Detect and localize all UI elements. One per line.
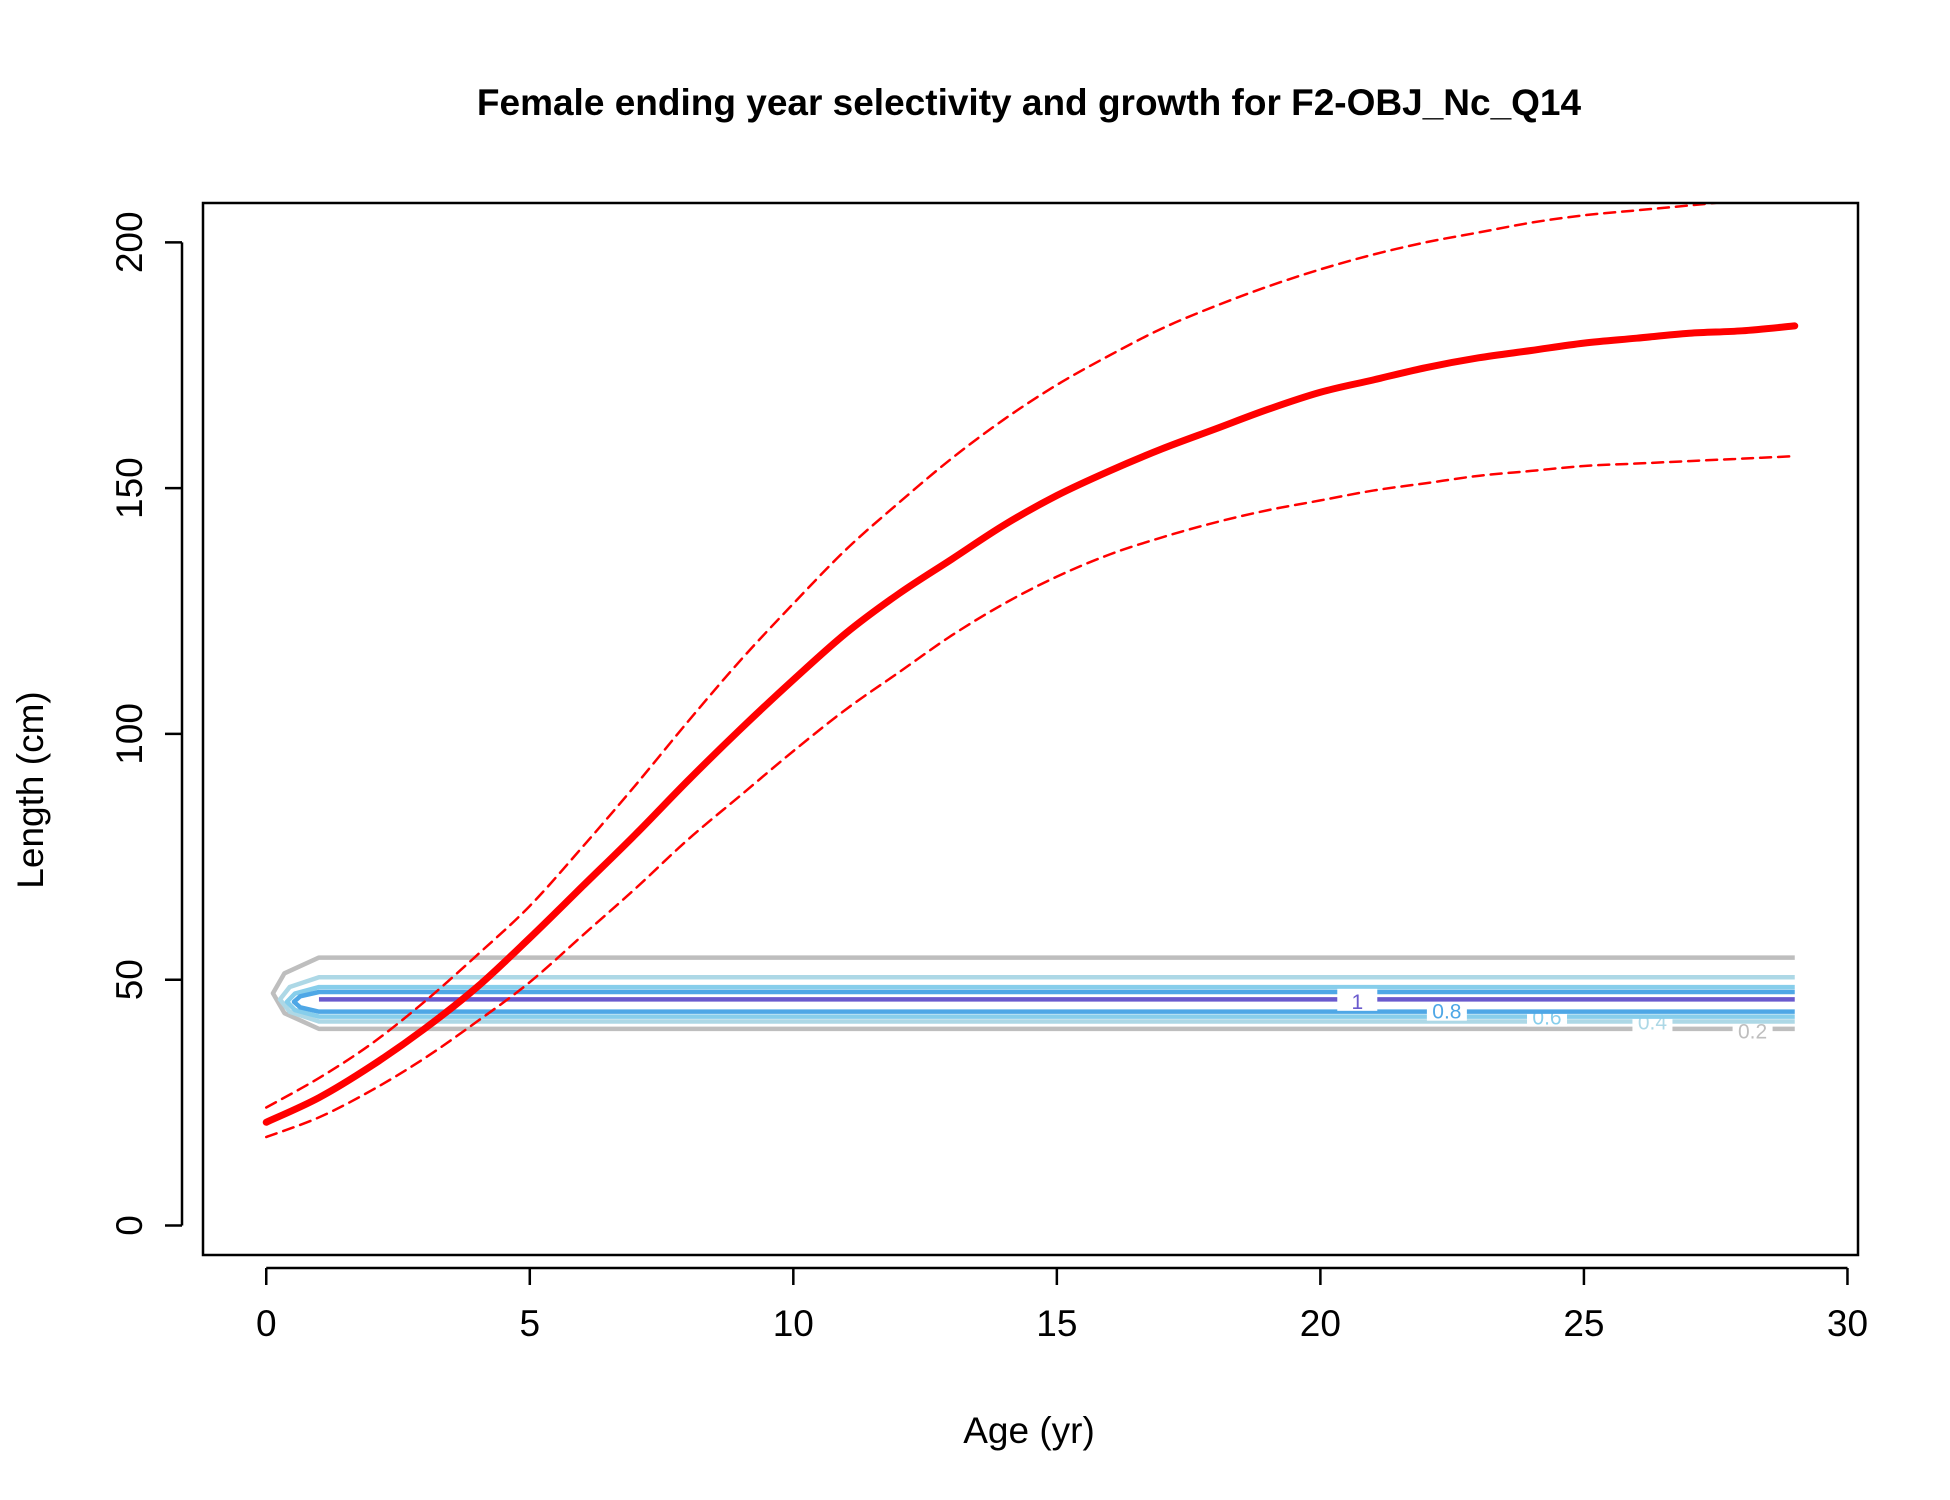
plot-frame — [201, 201, 1860, 1257]
contour-line-0_2 — [270, 955, 1795, 1032]
y-tick-label: 100 — [109, 703, 150, 765]
x-tick-label: 30 — [1827, 1303, 1868, 1344]
x-tick-label: 15 — [1036, 1303, 1077, 1344]
contour-label: 1 — [1351, 991, 1363, 1014]
y-tick-label: 200 — [109, 211, 150, 273]
y-tick-label: 50 — [109, 959, 150, 1000]
selectivity-contours: 0.20.40.60.81 — [270, 955, 1795, 1043]
x-tick-label: 25 — [1563, 1303, 1604, 1344]
contour-label-bg — [1426, 998, 1467, 1021]
contour-line-0_6 — [284, 984, 1795, 1019]
y-tick-label: 150 — [109, 457, 150, 519]
contour-label: 0.8 — [1432, 1001, 1461, 1024]
x-tick-label: 10 — [773, 1303, 814, 1344]
growth-curves — [262, 203, 1799, 1139]
x-tick-label: 0 — [256, 1303, 277, 1344]
contour-label: 0.2 — [1738, 1020, 1767, 1043]
axes: 0 5 10 15 20 25 30 0 50 100 150 200 — [109, 211, 1868, 1344]
contour-line-0_8 — [291, 989, 1795, 1014]
y-axis-label: Length (cm) — [10, 691, 51, 888]
series-line-upper — [264, 203, 1728, 1109]
x-axis-label: Age (yr) — [963, 1410, 1095, 1451]
series-line-mean — [262, 322, 1799, 1126]
contour-line-0_4 — [277, 975, 1795, 1024]
series-line-lower — [264, 454, 1796, 1139]
chart-title: Female ending year selectivity and growt… — [477, 82, 1582, 123]
contour-label-bg — [1732, 1018, 1773, 1041]
contour-label-bg — [1337, 988, 1378, 1011]
y-tick-label: 0 — [109, 1215, 150, 1236]
x-tick-label: 20 — [1300, 1303, 1341, 1344]
x-tick-label: 5 — [519, 1303, 540, 1344]
